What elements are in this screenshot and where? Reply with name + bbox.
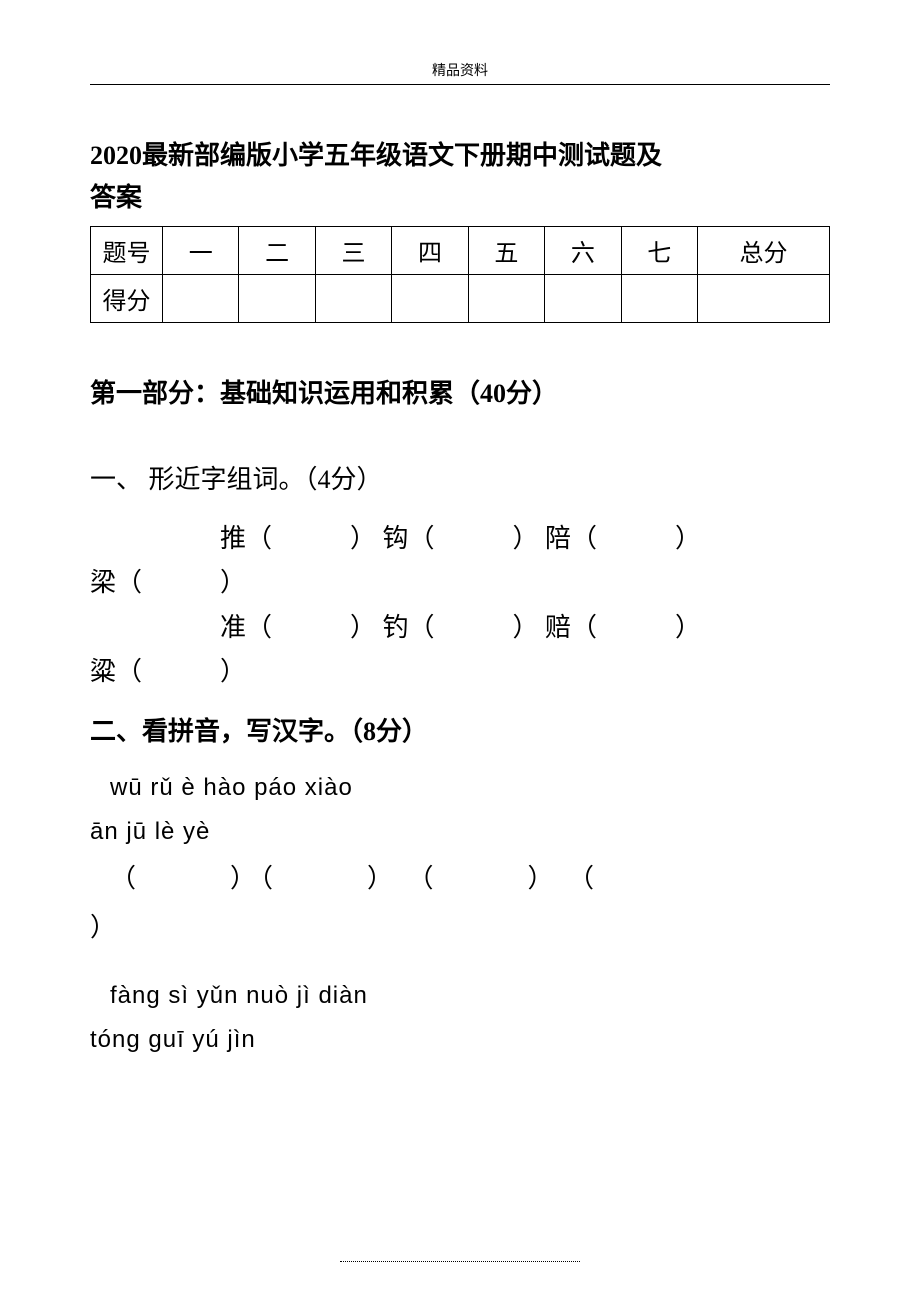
q2-blanks-line-1b: ） <box>90 907 830 949</box>
score-table: 题号 一 二 三 四 五 六 七 总分 得分 <box>90 226 830 323</box>
question-1-heading: 一、 形近字组词。（4分） <box>90 460 830 499</box>
pinyin-1b: ān jū lè yè <box>90 818 210 845</box>
blanks-1a: （ ）（ ） （ ） （ <box>110 864 598 893</box>
q1-line2: 梁（ ） <box>90 568 246 597</box>
q2-pinyin-line-2: fàng sì yǔn nuò jì diàn <box>90 977 830 1015</box>
table-cell: 总分 <box>697 227 829 275</box>
page-footer-line <box>340 1261 580 1262</box>
table-cell-empty <box>545 275 621 323</box>
table-header-row: 题号 一 二 三 四 五 六 七 总分 <box>91 227 830 275</box>
table-cell: 二 <box>239 227 315 275</box>
question-1-body: 推（ ） 钩（ ） 陪（ ） 梁（ ） 准（ ） 钓（ ） 赔（ ） 粱（ ） <box>90 517 830 694</box>
table-cell: 题号 <box>91 227 163 275</box>
table-cell-empty <box>239 275 315 323</box>
pinyin-2b: tóng guī yú jìn <box>90 1026 256 1053</box>
table-cell: 四 <box>392 227 468 275</box>
table-cell: 六 <box>545 227 621 275</box>
q2-pinyin-line-2b: tóng guī yú jìn <box>90 1021 830 1059</box>
table-cell-empty <box>468 275 544 323</box>
header-text: 精品资料 <box>432 64 488 79</box>
title-line-2: 答案 <box>90 183 142 212</box>
table-cell-empty <box>392 275 468 323</box>
table-cell: 得分 <box>91 275 163 323</box>
q1-line1: 推（ ） 钩（ ） 陪（ ） <box>220 524 701 553</box>
title-line-1: 2020最新部编版小学五年级语文下册期中测试题及 <box>90 141 662 170</box>
q2-blanks-line-1: （ ）（ ） （ ） （ <box>90 858 830 900</box>
table-cell-empty <box>697 275 829 323</box>
question-2-heading: 二、看拼音，写汉字。（8分） <box>90 712 830 751</box>
table-cell-empty <box>621 275 697 323</box>
page-header: 精品资料 <box>90 60 830 80</box>
table-cell: 五 <box>468 227 544 275</box>
table-cell-empty <box>315 275 391 323</box>
q2-pinyin-line-1: wū rǔ è hào páo xiào <box>90 769 830 807</box>
blanks-1b: ） <box>90 913 120 942</box>
section-1-heading: 第一部分：基础知识运用和积累（40分） <box>90 373 830 410</box>
q1-line4: 粱（ ） <box>90 657 246 686</box>
table-cell: 七 <box>621 227 697 275</box>
table-cell: 一 <box>163 227 239 275</box>
q1-line3: 准（ ） 钓（ ） 赔（ ） <box>220 613 701 642</box>
q2-pinyin-line-1b: ān jū lè yè <box>90 813 830 851</box>
table-score-row: 得分 <box>91 275 830 323</box>
header-underline <box>90 84 830 85</box>
pinyin-2a: fàng sì yǔn nuò jì diàn <box>110 982 368 1009</box>
pinyin-1a: wū rǔ è hào páo xiào <box>110 774 353 801</box>
table-cell: 三 <box>315 227 391 275</box>
document-title: 2020最新部编版小学五年级语文下册期中测试题及 答案 <box>90 135 830 218</box>
table-cell-empty <box>163 275 239 323</box>
